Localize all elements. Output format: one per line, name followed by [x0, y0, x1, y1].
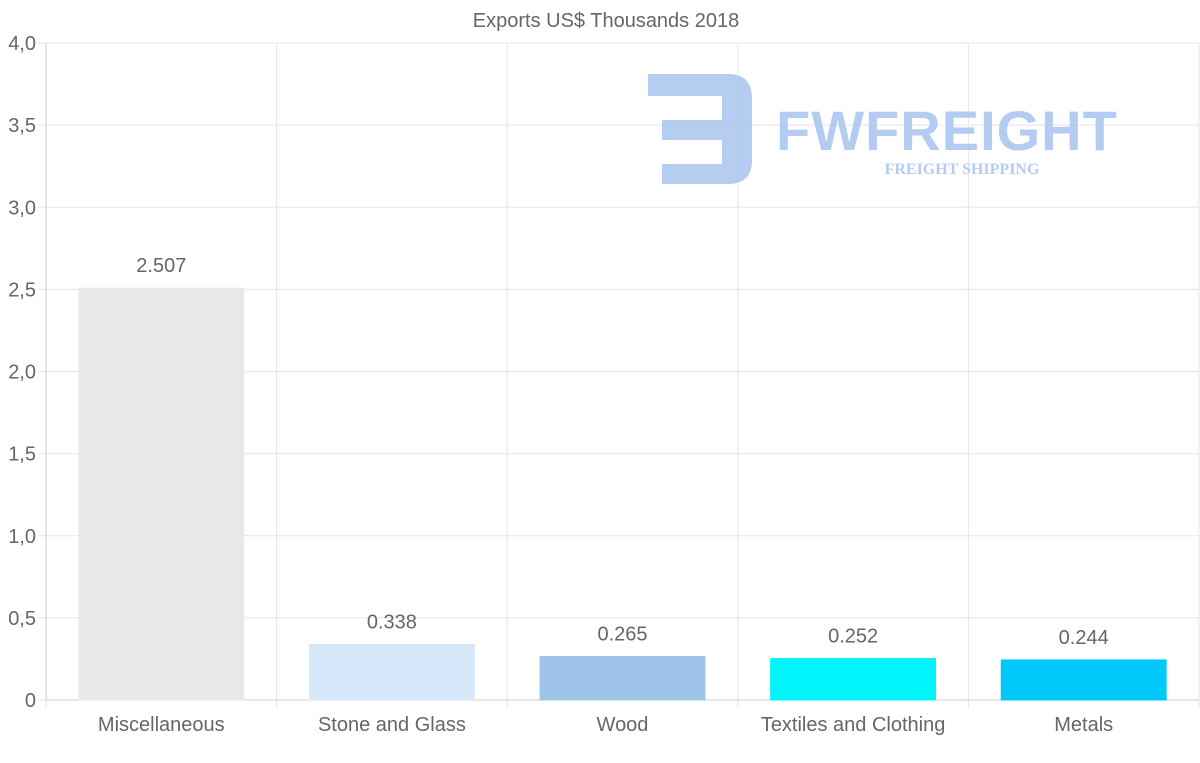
fw-logo-icon	[648, 74, 752, 184]
bar[interactable]	[78, 287, 245, 701]
y-tick-label: 3,0	[8, 197, 36, 219]
bar[interactable]	[1000, 659, 1167, 701]
bar-value-label: 0.252	[828, 626, 878, 648]
y-tick-label: 0	[25, 690, 36, 712]
bar[interactable]	[308, 643, 475, 701]
bar-value-label: 0.265	[597, 623, 647, 645]
y-tick-label: 4,0	[8, 33, 36, 55]
y-tick-label: 2,0	[8, 362, 36, 384]
y-tick-label: 0,5	[8, 608, 36, 630]
chart-title: Exports US$ Thousands 2018	[473, 10, 739, 32]
x-axis-categories: Miscellaneous Stone and Glass Wood Textiles…	[98, 714, 1113, 736]
bars: 2.507 0.338 0.265 0.252 0.244	[78, 255, 1167, 701]
bar-value-label: 2.507	[136, 255, 186, 277]
watermark-brand: FWFREIGHT	[776, 99, 1118, 162]
watermark-logo: FWFREIGHT FREIGHT SHIPPING	[648, 74, 1118, 184]
y-tick-label: 1,5	[8, 444, 36, 466]
bar[interactable]	[770, 658, 937, 701]
x-category-label: Metals	[1054, 714, 1113, 736]
x-category-label: Textiles and Clothing	[761, 714, 946, 736]
y-tick-label: 1,0	[8, 526, 36, 548]
bar-value-label: 0.244	[1059, 627, 1109, 649]
x-category-label: Stone and Glass	[318, 714, 466, 736]
bar-value-label: 0.338	[367, 611, 417, 633]
x-category-label: Miscellaneous	[98, 714, 225, 736]
y-tick-label: 2,5	[8, 279, 36, 301]
x-category-label: Wood	[597, 714, 649, 736]
y-tick-label: 3,5	[8, 115, 36, 137]
y-axis-ticks: 0 0,5 1,0 1,5 2,0 2,5 3,0 3,5 4,0	[8, 33, 36, 712]
watermark-tagline: FREIGHT SHIPPING	[885, 161, 1040, 178]
bar[interactable]	[539, 655, 706, 701]
